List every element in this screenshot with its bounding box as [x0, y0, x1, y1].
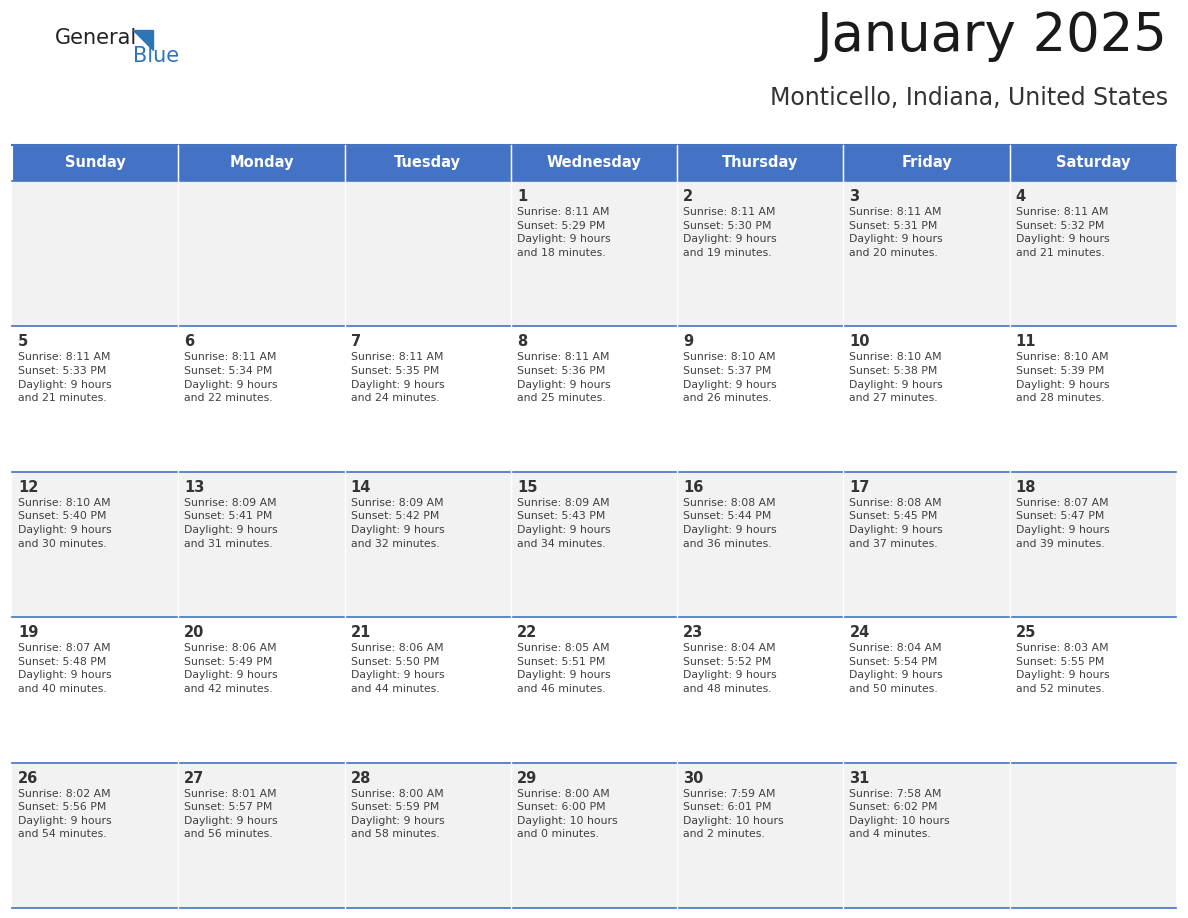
Text: 12: 12: [18, 480, 38, 495]
Text: 5: 5: [18, 334, 29, 350]
Text: 17: 17: [849, 480, 870, 495]
Text: Sunrise: 8:04 AM
Sunset: 5:54 PM
Daylight: 9 hours
and 50 minutes.: Sunrise: 8:04 AM Sunset: 5:54 PM Dayligh…: [849, 644, 943, 694]
Text: Saturday: Saturday: [1056, 155, 1130, 171]
Text: 13: 13: [184, 480, 204, 495]
Text: Tuesday: Tuesday: [394, 155, 461, 171]
Bar: [345, 145, 511, 181]
Text: 9: 9: [683, 334, 694, 350]
Bar: [843, 145, 1010, 181]
Text: Sunrise: 8:11 AM
Sunset: 5:32 PM
Daylight: 9 hours
and 21 minutes.: Sunrise: 8:11 AM Sunset: 5:32 PM Dayligh…: [1016, 207, 1110, 258]
Text: Monday: Monday: [229, 155, 293, 171]
Text: 11: 11: [1016, 334, 1036, 350]
Text: Sunrise: 8:11 AM
Sunset: 5:33 PM
Daylight: 9 hours
and 21 minutes.: Sunrise: 8:11 AM Sunset: 5:33 PM Dayligh…: [18, 353, 112, 403]
Polygon shape: [133, 30, 153, 50]
Text: 4: 4: [1016, 189, 1026, 204]
Text: Wednesday: Wednesday: [546, 155, 642, 171]
Text: Blue: Blue: [133, 46, 179, 66]
Text: 6: 6: [184, 334, 195, 350]
Bar: [12, 763, 1176, 908]
Text: 21: 21: [350, 625, 371, 640]
Text: 7: 7: [350, 334, 361, 350]
Text: 1: 1: [517, 189, 527, 204]
Text: 28: 28: [350, 770, 371, 786]
Text: 30: 30: [683, 770, 703, 786]
Text: Sunrise: 8:01 AM
Sunset: 5:57 PM
Daylight: 9 hours
and 56 minutes.: Sunrise: 8:01 AM Sunset: 5:57 PM Dayligh…: [184, 789, 278, 839]
Text: Sunrise: 8:06 AM
Sunset: 5:49 PM
Daylight: 9 hours
and 42 minutes.: Sunrise: 8:06 AM Sunset: 5:49 PM Dayligh…: [184, 644, 278, 694]
Text: 18: 18: [1016, 480, 1036, 495]
Text: Sunrise: 8:07 AM
Sunset: 5:47 PM
Daylight: 9 hours
and 39 minutes.: Sunrise: 8:07 AM Sunset: 5:47 PM Dayligh…: [1016, 498, 1110, 549]
Text: Sunrise: 8:11 AM
Sunset: 5:36 PM
Daylight: 9 hours
and 25 minutes.: Sunrise: 8:11 AM Sunset: 5:36 PM Dayligh…: [517, 353, 611, 403]
Text: 16: 16: [683, 480, 703, 495]
Text: Sunrise: 8:10 AM
Sunset: 5:38 PM
Daylight: 9 hours
and 27 minutes.: Sunrise: 8:10 AM Sunset: 5:38 PM Dayligh…: [849, 353, 943, 403]
Text: 22: 22: [517, 625, 537, 640]
Text: Sunday: Sunday: [65, 155, 126, 171]
Text: 8: 8: [517, 334, 527, 350]
Bar: [12, 327, 1176, 472]
Bar: [511, 145, 677, 181]
Text: Sunrise: 8:11 AM
Sunset: 5:30 PM
Daylight: 9 hours
and 19 minutes.: Sunrise: 8:11 AM Sunset: 5:30 PM Dayligh…: [683, 207, 777, 258]
Text: Monticello, Indiana, United States: Monticello, Indiana, United States: [770, 86, 1168, 110]
Text: Sunrise: 8:10 AM
Sunset: 5:40 PM
Daylight: 9 hours
and 30 minutes.: Sunrise: 8:10 AM Sunset: 5:40 PM Dayligh…: [18, 498, 112, 549]
Text: 19: 19: [18, 625, 38, 640]
Text: Sunrise: 8:11 AM
Sunset: 5:35 PM
Daylight: 9 hours
and 24 minutes.: Sunrise: 8:11 AM Sunset: 5:35 PM Dayligh…: [350, 353, 444, 403]
Text: Sunrise: 8:07 AM
Sunset: 5:48 PM
Daylight: 9 hours
and 40 minutes.: Sunrise: 8:07 AM Sunset: 5:48 PM Dayligh…: [18, 644, 112, 694]
Text: Sunrise: 8:05 AM
Sunset: 5:51 PM
Daylight: 9 hours
and 46 minutes.: Sunrise: 8:05 AM Sunset: 5:51 PM Dayligh…: [517, 644, 611, 694]
Text: 23: 23: [683, 625, 703, 640]
Text: 15: 15: [517, 480, 537, 495]
Text: 2: 2: [683, 189, 694, 204]
Bar: [1010, 145, 1176, 181]
Text: January 2025: January 2025: [817, 10, 1168, 62]
Text: 27: 27: [184, 770, 204, 786]
Bar: [12, 472, 1176, 617]
Text: Sunrise: 8:04 AM
Sunset: 5:52 PM
Daylight: 9 hours
and 48 minutes.: Sunrise: 8:04 AM Sunset: 5:52 PM Dayligh…: [683, 644, 777, 694]
Text: Sunrise: 8:09 AM
Sunset: 5:41 PM
Daylight: 9 hours
and 31 minutes.: Sunrise: 8:09 AM Sunset: 5:41 PM Dayligh…: [184, 498, 278, 549]
Text: Sunrise: 8:10 AM
Sunset: 5:37 PM
Daylight: 9 hours
and 26 minutes.: Sunrise: 8:10 AM Sunset: 5:37 PM Dayligh…: [683, 353, 777, 403]
Bar: [677, 145, 843, 181]
Bar: [178, 145, 345, 181]
Text: Friday: Friday: [902, 155, 952, 171]
Text: Sunrise: 8:02 AM
Sunset: 5:56 PM
Daylight: 9 hours
and 54 minutes.: Sunrise: 8:02 AM Sunset: 5:56 PM Dayligh…: [18, 789, 112, 839]
Text: Sunrise: 7:59 AM
Sunset: 6:01 PM
Daylight: 10 hours
and 2 minutes.: Sunrise: 7:59 AM Sunset: 6:01 PM Dayligh…: [683, 789, 784, 839]
Text: 26: 26: [18, 770, 38, 786]
Text: 25: 25: [1016, 625, 1036, 640]
Text: 24: 24: [849, 625, 870, 640]
Text: 20: 20: [184, 625, 204, 640]
Bar: [12, 181, 1176, 327]
Text: Sunrise: 8:10 AM
Sunset: 5:39 PM
Daylight: 9 hours
and 28 minutes.: Sunrise: 8:10 AM Sunset: 5:39 PM Dayligh…: [1016, 353, 1110, 403]
Text: 3: 3: [849, 189, 860, 204]
Text: Sunrise: 8:11 AM
Sunset: 5:31 PM
Daylight: 9 hours
and 20 minutes.: Sunrise: 8:11 AM Sunset: 5:31 PM Dayligh…: [849, 207, 943, 258]
Text: 29: 29: [517, 770, 537, 786]
Text: Sunrise: 8:11 AM
Sunset: 5:34 PM
Daylight: 9 hours
and 22 minutes.: Sunrise: 8:11 AM Sunset: 5:34 PM Dayligh…: [184, 353, 278, 403]
Text: 10: 10: [849, 334, 870, 350]
Text: 14: 14: [350, 480, 371, 495]
Text: Thursday: Thursday: [722, 155, 798, 171]
Text: Sunrise: 8:03 AM
Sunset: 5:55 PM
Daylight: 9 hours
and 52 minutes.: Sunrise: 8:03 AM Sunset: 5:55 PM Dayligh…: [1016, 644, 1110, 694]
Text: Sunrise: 7:58 AM
Sunset: 6:02 PM
Daylight: 10 hours
and 4 minutes.: Sunrise: 7:58 AM Sunset: 6:02 PM Dayligh…: [849, 789, 950, 839]
Text: Sunrise: 8:00 AM
Sunset: 5:59 PM
Daylight: 9 hours
and 58 minutes.: Sunrise: 8:00 AM Sunset: 5:59 PM Dayligh…: [350, 789, 444, 839]
Text: Sunrise: 8:08 AM
Sunset: 5:45 PM
Daylight: 9 hours
and 37 minutes.: Sunrise: 8:08 AM Sunset: 5:45 PM Dayligh…: [849, 498, 943, 549]
Bar: [12, 617, 1176, 763]
Text: Sunrise: 8:09 AM
Sunset: 5:43 PM
Daylight: 9 hours
and 34 minutes.: Sunrise: 8:09 AM Sunset: 5:43 PM Dayligh…: [517, 498, 611, 549]
Text: Sunrise: 8:11 AM
Sunset: 5:29 PM
Daylight: 9 hours
and 18 minutes.: Sunrise: 8:11 AM Sunset: 5:29 PM Dayligh…: [517, 207, 611, 258]
Text: Sunrise: 8:08 AM
Sunset: 5:44 PM
Daylight: 9 hours
and 36 minutes.: Sunrise: 8:08 AM Sunset: 5:44 PM Dayligh…: [683, 498, 777, 549]
Bar: [12, 145, 178, 181]
Text: Sunrise: 8:06 AM
Sunset: 5:50 PM
Daylight: 9 hours
and 44 minutes.: Sunrise: 8:06 AM Sunset: 5:50 PM Dayligh…: [350, 644, 444, 694]
Text: 31: 31: [849, 770, 870, 786]
Text: General: General: [55, 28, 138, 48]
Text: Sunrise: 8:09 AM
Sunset: 5:42 PM
Daylight: 9 hours
and 32 minutes.: Sunrise: 8:09 AM Sunset: 5:42 PM Dayligh…: [350, 498, 444, 549]
Text: Sunrise: 8:00 AM
Sunset: 6:00 PM
Daylight: 10 hours
and 0 minutes.: Sunrise: 8:00 AM Sunset: 6:00 PM Dayligh…: [517, 789, 618, 839]
